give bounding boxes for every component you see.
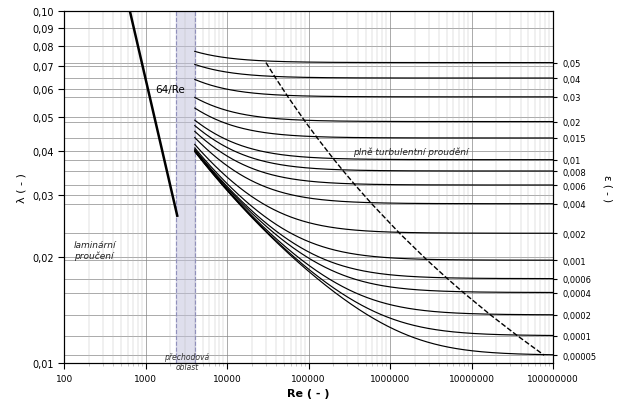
Text: plně turbulentní proudění: plně turbulentní proudění <box>353 147 469 157</box>
X-axis label: Re ( - ): Re ( - ) <box>287 388 330 398</box>
Bar <box>176 12 195 363</box>
Text: laminární
proučení: laminární proučení <box>73 240 116 260</box>
Y-axis label: ε ( - ): ε ( - ) <box>602 174 613 202</box>
Text: 64/Re: 64/Re <box>155 85 185 95</box>
Text: přechodová
oblast: přechodová oblast <box>165 352 210 371</box>
Y-axis label: λ ( - ): λ ( - ) <box>17 173 27 203</box>
